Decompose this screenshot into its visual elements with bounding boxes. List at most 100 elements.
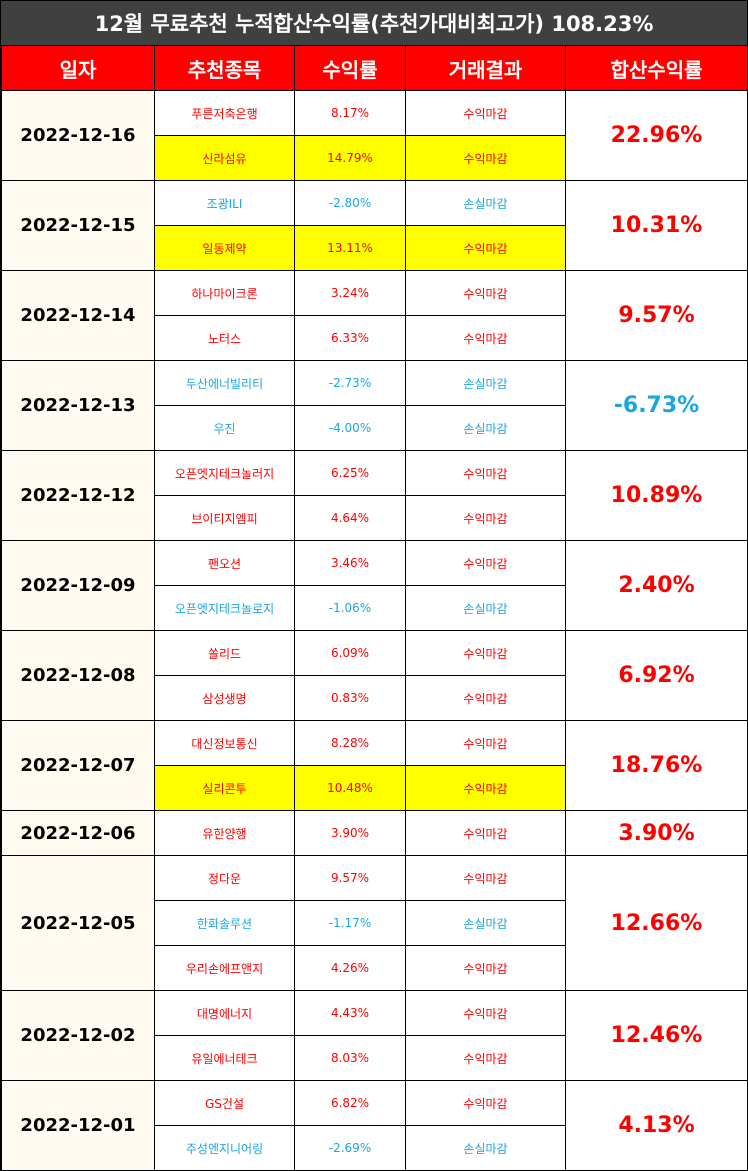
result-cell: 수익마감 bbox=[405, 675, 566, 721]
total-return-cell: 12.46% bbox=[565, 990, 748, 1081]
total-return-cell: 22.96% bbox=[565, 90, 748, 181]
table-row: 2022-12-02 대명에너지 4.43% 수익마감 12.46% bbox=[1, 990, 748, 1081]
stock-name-cell: 푸른저축은행 bbox=[154, 90, 295, 136]
return-cell: 9.57% bbox=[294, 855, 406, 901]
stock-name-cell: 정다운 bbox=[154, 855, 295, 901]
return-cell: 4.64% bbox=[294, 495, 406, 541]
table-row: 오픈엣지테크놀로지 -1.06% 손실마감 bbox=[2, 585, 748, 631]
return-cell: -1.06% bbox=[294, 585, 406, 631]
table-row: 우진 -4.00% 손실마감 bbox=[2, 405, 748, 451]
table-row: 2022-12-12 오픈엣지테크놀러지 6.25% 수익마감 10.89% bbox=[1, 450, 748, 541]
total-return-cell: 2.40% bbox=[565, 540, 748, 631]
table-row: 2022-12-15 조광ILI -2.80% 손실마감 10.31% bbox=[1, 180, 748, 271]
result-cell: 수익마감 bbox=[405, 945, 566, 991]
return-cell: 3.24% bbox=[294, 270, 406, 316]
result-cell: 수익마감 bbox=[405, 990, 566, 1036]
table-row: 주성엔지니어링 -2.69% 손실마감 bbox=[2, 1125, 748, 1171]
date-cell: 2022-12-16 bbox=[1, 90, 155, 181]
page-title: 12월 무료추천 누적합산수익률(추천가대비최고가) 108.23% bbox=[1, 1, 747, 45]
stock-name-cell: 조광ILI bbox=[154, 180, 295, 226]
result-cell: 수익마감 bbox=[405, 765, 566, 811]
return-cell: -2.73% bbox=[294, 360, 406, 406]
date-cell: 2022-12-02 bbox=[1, 990, 155, 1081]
date-cell: 2022-12-12 bbox=[1, 450, 155, 541]
date-cell: 2022-12-14 bbox=[1, 270, 155, 361]
total-return-cell: 6.92% bbox=[565, 630, 748, 721]
stock-name-cell: 실리콘투 bbox=[154, 765, 295, 811]
return-cell: 6.09% bbox=[294, 630, 406, 676]
date-cell: 2022-12-07 bbox=[1, 720, 155, 811]
header-date: 일자 bbox=[1, 45, 155, 91]
return-cell: -2.69% bbox=[294, 1125, 406, 1171]
return-cell: 8.03% bbox=[294, 1035, 406, 1081]
result-cell: 손실마감 bbox=[405, 180, 566, 226]
stock-name-cell: 두산에너빌리티 bbox=[154, 360, 295, 406]
header-result: 거래결과 bbox=[405, 45, 566, 91]
return-cell: 4.43% bbox=[294, 990, 406, 1036]
total-return-cell: 18.76% bbox=[565, 720, 748, 811]
result-cell: 수익마감 bbox=[405, 90, 566, 136]
stock-name-cell: 우리손에프앤지 bbox=[154, 945, 295, 991]
table-row: 2022-12-08 쏠리드 6.09% 수익마감 6.92% bbox=[1, 630, 748, 721]
stock-name-cell: 오픈엣지테크놀로지 bbox=[154, 585, 295, 631]
total-return-cell: 10.89% bbox=[565, 450, 748, 541]
return-cell: 3.46% bbox=[294, 540, 406, 586]
table-row: 2022-12-06 유한양행 3.90% 수익마감 3.90% bbox=[1, 810, 748, 856]
table-row: 우리손에프앤지 4.26% 수익마감 bbox=[2, 945, 748, 991]
table-row: 실리콘투 10.48% 수익마감 bbox=[2, 765, 748, 811]
table-row: 2022-12-09 팬오션 3.46% 수익마감 2.40% bbox=[1, 540, 748, 631]
header-stock: 추천종목 bbox=[154, 45, 295, 91]
result-cell: 수익마감 bbox=[405, 135, 566, 181]
result-cell: 수익마감 bbox=[405, 450, 566, 496]
table-row: 노터스 6.33% 수익마감 bbox=[2, 315, 748, 361]
total-return-cell: -6.73% bbox=[565, 360, 748, 451]
return-cell: 0.83% bbox=[294, 675, 406, 721]
table-row: 일동제약 13.11% 수익마감 bbox=[2, 225, 748, 271]
result-cell: 손실마감 bbox=[405, 900, 566, 946]
return-cell: -4.00% bbox=[294, 405, 406, 451]
return-cell: 8.17% bbox=[294, 90, 406, 136]
return-cell: 6.33% bbox=[294, 315, 406, 361]
stock-name-cell: 팬오션 bbox=[154, 540, 295, 586]
total-return-cell: 12.66% bbox=[565, 855, 748, 991]
table-row: 2022-12-01 GS건설 6.82% 수익마감 4.13% bbox=[1, 1080, 748, 1171]
result-cell: 손실마감 bbox=[405, 405, 566, 451]
result-cell: 수익마감 bbox=[405, 315, 566, 361]
result-cell: 손실마감 bbox=[405, 585, 566, 631]
stock-name-cell: 유일에너테크 bbox=[154, 1035, 295, 1081]
stock-name-cell: 신라섬유 bbox=[154, 135, 295, 181]
date-cell: 2022-12-05 bbox=[1, 855, 155, 991]
stock-name-cell: 주성엔지니어링 bbox=[154, 1125, 295, 1171]
total-return-cell: 9.57% bbox=[565, 270, 748, 361]
table-row: 2022-12-16 푸른저축은행 8.17% 수익마감 22.96% bbox=[1, 90, 748, 181]
date-cell: 2022-12-09 bbox=[1, 540, 155, 631]
result-cell: 수익마감 bbox=[405, 720, 566, 766]
return-cell: 6.82% bbox=[294, 1080, 406, 1126]
date-cell: 2022-12-06 bbox=[1, 810, 155, 856]
stock-name-cell: 우진 bbox=[154, 405, 295, 451]
return-cell: 13.11% bbox=[294, 225, 406, 271]
stock-name-cell: 대신정보통신 bbox=[154, 720, 295, 766]
result-cell: 수익마감 bbox=[405, 1035, 566, 1081]
return-cell: 4.26% bbox=[294, 945, 406, 991]
stock-name-cell: 쏠리드 bbox=[154, 630, 295, 676]
result-cell: 손실마감 bbox=[405, 1125, 566, 1171]
header-total: 합산수익률 bbox=[565, 45, 748, 91]
stock-name-cell: 브이티지엠피 bbox=[154, 495, 295, 541]
stock-name-cell: 삼성생명 bbox=[154, 675, 295, 721]
total-return-cell: 3.90% bbox=[565, 810, 748, 856]
header-return: 수익률 bbox=[294, 45, 406, 91]
header-row: 일자 추천종목 수익률 거래결과 합산수익률 bbox=[1, 45, 748, 91]
result-cell: 수익마감 bbox=[405, 1080, 566, 1126]
return-cell: -2.80% bbox=[294, 180, 406, 226]
result-cell: 수익마감 bbox=[405, 540, 566, 586]
date-cell: 2022-12-15 bbox=[1, 180, 155, 271]
return-cell: 14.79% bbox=[294, 135, 406, 181]
return-cell: 8.28% bbox=[294, 720, 406, 766]
result-cell: 수익마감 bbox=[405, 270, 566, 316]
table-row: 2022-12-07 대신정보통신 8.28% 수익마감 18.76% bbox=[1, 720, 748, 811]
result-cell: 수익마감 bbox=[405, 225, 566, 271]
stock-name-cell: 유한양행 bbox=[154, 810, 295, 856]
total-return-cell: 4.13% bbox=[565, 1080, 748, 1171]
